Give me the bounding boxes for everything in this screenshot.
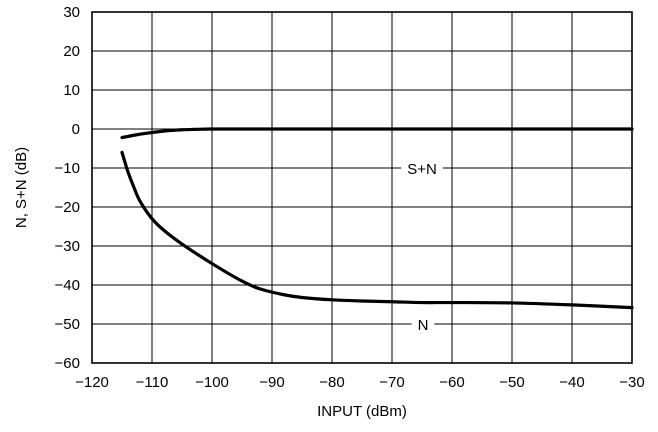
y-tick-label: −50 — [55, 316, 80, 333]
y-axis-tick-labels: 30 20 10 0 −10 −20 −30 −40 −50 −60 — [55, 4, 80, 372]
grid-lines — [91, 11, 633, 364]
y-tick-label: 30 — [63, 4, 80, 21]
x-tick-label: −30 — [619, 374, 644, 391]
x-tick-label: −90 — [259, 374, 284, 391]
x-tick-label: −100 — [195, 374, 229, 391]
n-label-background — [411, 316, 435, 335]
y-tick-label: −20 — [55, 199, 80, 216]
x-tick-label: −110 — [136, 374, 169, 391]
plot-frame — [91, 11, 633, 364]
s-plus-n-label-background — [401, 160, 443, 179]
y-tick-label: −60 — [55, 355, 80, 372]
n-series-line — [120, 150, 634, 310]
y-tick-label: 20 — [63, 43, 80, 60]
x-axis-title: INPUT (dBm) — [317, 403, 407, 420]
y-tick-label: −10 — [55, 160, 80, 177]
s-plus-n-series-line — [120, 127, 634, 140]
y-tick-label: −30 — [55, 238, 80, 255]
series-layer — [120, 127, 634, 310]
y-axis-title: N, S+N (dB) — [13, 147, 30, 228]
x-tick-label: −80 — [319, 374, 344, 391]
x-tick-label: −120 — [75, 374, 109, 391]
y-tick-label: −40 — [55, 277, 80, 294]
y-tick-label: 0 — [72, 121, 80, 138]
x-axis-tick-labels: −120 −110 −100 −90 −80 −70 −60 −50 −40 −30 — [75, 374, 645, 391]
x-tick-label: −40 — [559, 374, 584, 391]
x-tick-label: −60 — [439, 374, 464, 391]
n-series-label: N — [418, 317, 429, 334]
y-tick-label: 10 — [63, 82, 80, 99]
x-tick-label: −50 — [499, 374, 524, 391]
x-tick-label: −70 — [379, 374, 404, 391]
s-plus-n-series-label: S+N — [407, 161, 437, 178]
